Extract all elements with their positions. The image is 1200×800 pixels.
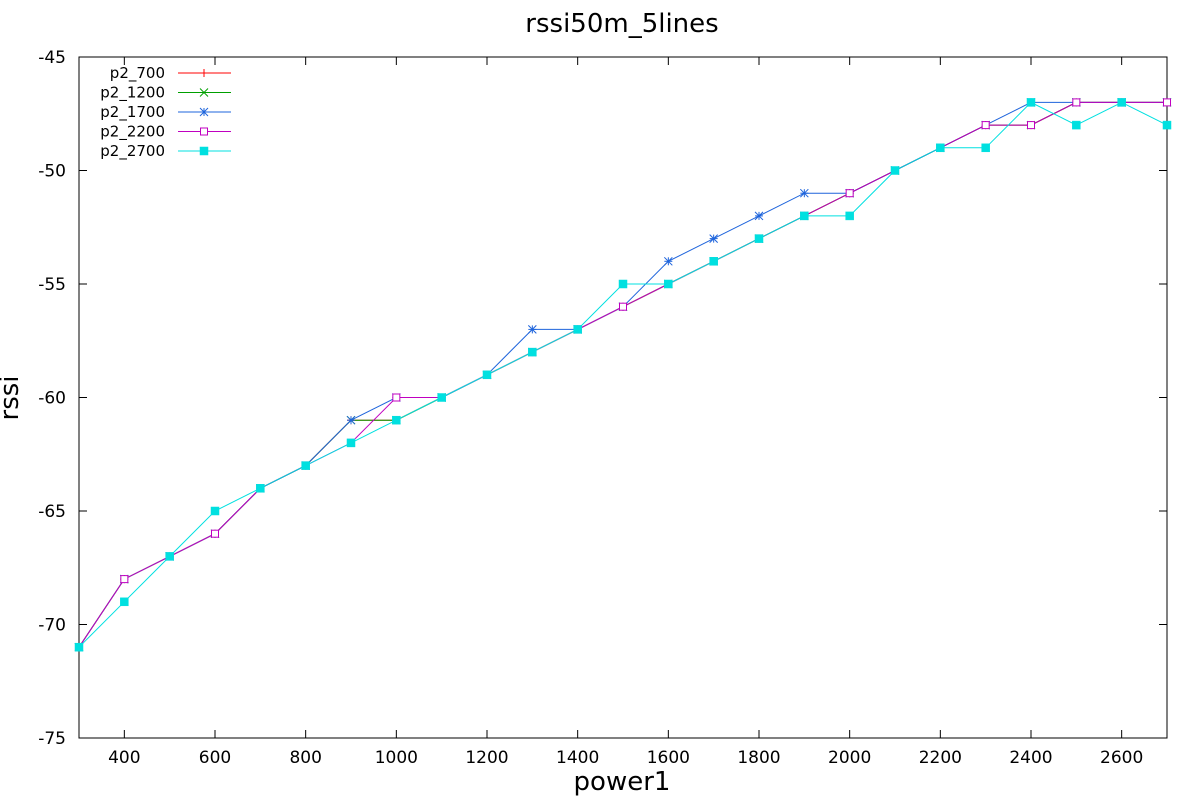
legend-label: p2_1700 xyxy=(100,103,165,122)
data-point xyxy=(619,302,627,311)
data-point xyxy=(936,143,945,153)
data-point xyxy=(1162,120,1172,130)
data-point xyxy=(981,121,990,130)
series-p2_1200 xyxy=(74,98,1172,652)
legend-label: p2_2700 xyxy=(100,142,165,161)
data-point xyxy=(1026,98,1036,107)
data-point xyxy=(165,552,174,561)
data-point xyxy=(754,211,764,221)
x-tick-label: 2200 xyxy=(919,748,962,768)
x-axis-label: power1 xyxy=(574,767,671,797)
chart-title: rssi50m_5lines xyxy=(525,9,718,39)
x-tick-label: 600 xyxy=(199,748,231,768)
data-point xyxy=(120,597,129,607)
x-tick-label: 1400 xyxy=(556,748,599,768)
data-point xyxy=(618,279,628,289)
data-point xyxy=(528,347,537,357)
x-tick-label: 800 xyxy=(289,748,321,768)
series-p2_2700 xyxy=(74,98,1172,652)
data-point xyxy=(437,393,446,402)
data-point xyxy=(890,166,900,175)
y-tick-label: -60 xyxy=(38,389,66,409)
data-point xyxy=(1117,98,1126,107)
y-tick-label: -50 xyxy=(38,162,66,182)
data-point xyxy=(527,325,537,334)
plot-frame xyxy=(78,56,1168,739)
data-point xyxy=(200,69,208,77)
data-point xyxy=(845,189,854,198)
y-tick-label: -55 xyxy=(38,275,66,295)
data-point xyxy=(199,146,209,156)
data-point xyxy=(120,575,129,584)
legend-item: p2_1200 xyxy=(100,84,231,103)
data-point xyxy=(1163,98,1171,107)
legend-item: p2_1700 xyxy=(100,103,231,122)
data-point xyxy=(709,234,719,243)
data-point xyxy=(754,234,764,243)
x-tick-label: 2400 xyxy=(1009,748,1052,768)
legend-item: p2_2700 xyxy=(100,142,231,161)
data-point xyxy=(663,256,673,266)
series-p2_1700 xyxy=(74,98,1172,652)
legend-label: p2_2200 xyxy=(100,123,165,142)
data-point xyxy=(74,642,84,652)
legend-item: p2_2200 xyxy=(100,123,231,142)
legend-label: p2_700 xyxy=(110,64,165,83)
y-axis-label: rssi xyxy=(0,375,25,420)
data-point xyxy=(346,415,356,425)
y-tick-label: -75 xyxy=(38,729,66,749)
series-line xyxy=(78,101,1167,648)
data-point xyxy=(1072,120,1081,130)
data-point xyxy=(256,484,265,493)
data-point xyxy=(392,415,401,425)
data-point xyxy=(211,529,219,538)
data-point xyxy=(799,188,809,198)
data-point xyxy=(346,438,356,448)
x-tick-label: 1200 xyxy=(465,748,508,768)
data-point xyxy=(981,143,990,153)
legend-item: p2_700 xyxy=(110,64,231,83)
data-point xyxy=(664,279,673,289)
legend-label: p2_1200 xyxy=(100,84,165,103)
series-p2_2200 xyxy=(75,98,1171,652)
x-tick-label: 2000 xyxy=(828,748,871,768)
series-p2_700 xyxy=(75,98,1171,652)
data-point xyxy=(199,107,209,117)
data-point xyxy=(210,506,220,516)
data-point xyxy=(800,211,809,221)
x-tick-label: 1600 xyxy=(647,748,690,768)
data-point xyxy=(200,127,208,136)
data-point xyxy=(1027,121,1035,130)
y-tick-label: -70 xyxy=(38,616,66,636)
x-tick-label: 400 xyxy=(108,748,140,768)
y-axis: -75 -70 -65 -60 -55 -50 -45 xyxy=(38,48,1167,749)
series-layer xyxy=(74,98,1172,652)
x-tick-label: 1000 xyxy=(375,748,418,768)
y-tick-label: -65 xyxy=(38,502,66,522)
series-line xyxy=(78,101,1167,648)
data-point xyxy=(573,325,582,334)
series-line xyxy=(78,101,1168,648)
data-point xyxy=(709,257,718,266)
series-line xyxy=(78,101,1167,648)
data-point xyxy=(199,88,209,97)
series-line xyxy=(78,101,1167,648)
data-point xyxy=(1072,98,1081,107)
x-tick-label: 2600 xyxy=(1100,748,1143,768)
data-point xyxy=(482,370,492,380)
data-point xyxy=(301,461,310,470)
data-point xyxy=(845,211,854,221)
x-tick-label: 1800 xyxy=(737,748,780,768)
x-axis: 400 600 800 1000 1200 1400 1600 1800 2000 2200 240… xyxy=(108,57,1143,768)
y-tick-label: -45 xyxy=(38,48,66,68)
data-point xyxy=(392,393,401,402)
